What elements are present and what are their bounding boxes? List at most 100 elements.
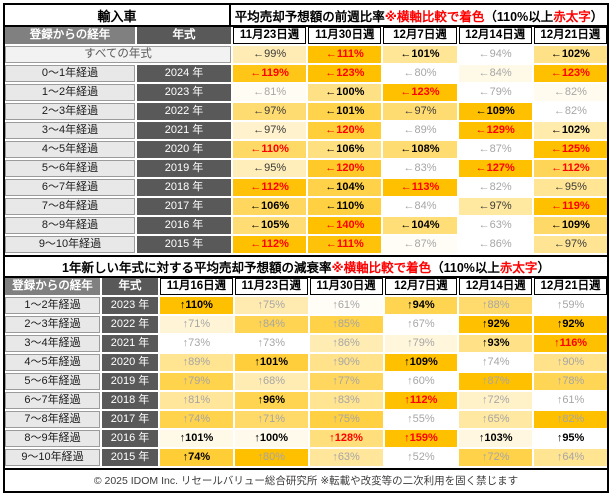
- value-cell: ←82%: [533, 103, 607, 120]
- value-cell: ←125%: [533, 141, 607, 158]
- row-year: 2020 年: [102, 354, 158, 371]
- row-label: 1〜2年経過: [5, 297, 100, 314]
- value-cell: ←81%: [233, 84, 307, 101]
- value-cell: ←83%: [383, 160, 457, 177]
- value-cell: ←97%: [233, 122, 307, 139]
- row-year: 2022 年: [102, 316, 158, 333]
- row-year: 2023 年: [137, 84, 231, 101]
- row-label: 6〜7年経過: [5, 179, 135, 196]
- col-header-age: 登録からの経年: [5, 278, 100, 295]
- col-header-week: 11月16日週: [160, 278, 233, 295]
- value-cell: ↑86%: [309, 335, 383, 352]
- value-cell: ↑61%: [309, 297, 383, 314]
- value-cell: ←119%: [233, 65, 307, 82]
- value-cell: ↑71%: [234, 411, 308, 428]
- row-year: 2020 年: [137, 141, 231, 158]
- value-cell: ↑52%: [384, 449, 458, 466]
- value-cell: ↑55%: [384, 411, 458, 428]
- value-cell: ←111%: [308, 46, 382, 63]
- value-cell: ↑78%: [534, 373, 607, 390]
- row-year: 2018 年: [137, 179, 231, 196]
- row-label: 6〜7年経過: [5, 392, 100, 409]
- col-header-age: 登録からの経年: [5, 27, 135, 44]
- value-cell: ←113%: [383, 179, 457, 196]
- value-cell: ←101%: [308, 103, 382, 120]
- value-cell: ↑100%: [234, 430, 308, 447]
- value-cell: ←109%: [458, 103, 532, 120]
- value-cell: ↑67%: [384, 316, 458, 333]
- value-cell: ←82%: [458, 179, 532, 196]
- col-header-year: 年式: [137, 27, 231, 44]
- value-cell: ←123%: [383, 84, 457, 101]
- value-cell: ↑159%: [384, 430, 458, 447]
- value-cell: ↑112%: [384, 392, 458, 409]
- row-year: 2015 年: [102, 449, 158, 466]
- row-label: 2〜3年経過: [5, 103, 135, 120]
- value-cell: ←87%: [383, 236, 457, 253]
- value-cell: ←111%: [308, 236, 382, 253]
- row-year: 2017 年: [102, 411, 158, 428]
- value-cell: ←140%: [308, 217, 382, 234]
- row-year: 2021 年: [102, 335, 158, 352]
- value-cell: ←99%: [233, 46, 307, 63]
- value-cell: ←63%: [458, 217, 532, 234]
- col-header-week: 12月14日週: [459, 278, 533, 295]
- value-cell: ↑128%: [309, 430, 383, 447]
- value-cell: ↑73%: [160, 335, 233, 352]
- value-cell: ←109%: [533, 217, 607, 234]
- col-header-week: 12月14日週: [458, 27, 532, 44]
- row-label: 1〜2年経過: [5, 84, 135, 101]
- value-cell: ←127%: [458, 160, 532, 177]
- table1-title-row: 輸入車 平均売却予想額の前週比率 ※横軸比較で着色 （110%以上 赤太字）: [5, 5, 607, 27]
- value-cell: ←101%: [383, 46, 457, 63]
- value-cell: ↑110%: [160, 297, 233, 314]
- col-header-week: 11月23日週: [233, 27, 307, 44]
- value-cell: ↑77%: [309, 373, 383, 390]
- value-cell: ↑85%: [309, 316, 383, 333]
- value-cell: ↑74%: [160, 411, 233, 428]
- value-cell: ↑68%: [234, 373, 308, 390]
- row-year: 2021 年: [137, 122, 231, 139]
- value-cell: ↑65%: [459, 411, 533, 428]
- row-label: 5〜6年経過: [5, 373, 100, 390]
- row-year: 2023 年: [102, 297, 158, 314]
- value-cell: ←120%: [308, 122, 382, 139]
- value-cell: ←102%: [533, 46, 607, 63]
- value-cell: ↑80%: [234, 449, 308, 466]
- row-label: 9〜10年経過: [5, 236, 135, 253]
- row-label: 2〜3年経過: [5, 316, 100, 333]
- value-cell: ↑88%: [459, 297, 533, 314]
- value-cell: ↑92%: [534, 316, 607, 333]
- value-cell: ↑63%: [309, 449, 383, 466]
- value-cell: ↑59%: [534, 297, 607, 314]
- col-header-week: 11月23日週: [234, 278, 308, 295]
- row-year: 2019 年: [102, 373, 158, 390]
- value-cell: ←105%: [233, 217, 307, 234]
- title-red-segment: ※横軸比較で着色: [331, 261, 432, 275]
- row-year: 2015 年: [137, 236, 231, 253]
- table1-title: 平均売却予想額の前週比率 ※横軸比較で着色 （110%以上 赤太字）: [231, 5, 607, 25]
- title-red-segment: ※横軸比較で着色: [384, 9, 485, 24]
- title-segment: ）: [537, 261, 550, 275]
- value-cell: ←84%: [458, 65, 532, 82]
- footer-copyright: © 2025 IDOM Inc. リセールバリュー総合研究所 ※転載や改変等の二…: [5, 468, 607, 491]
- value-cell: ←112%: [233, 236, 307, 253]
- table2-heatmap-grid: 登録からの経年 年式 11月16日週 11月23日週 11月30日週 12月7日週 12月1…: [5, 278, 607, 468]
- value-cell: ↑95%: [534, 430, 607, 447]
- value-cell: ←104%: [308, 179, 382, 196]
- value-cell: ←82%: [533, 84, 607, 101]
- value-cell: ←86%: [458, 236, 532, 253]
- col-header-week: 12月21日週: [533, 27, 607, 44]
- value-cell: ←123%: [308, 65, 382, 82]
- report-frame: 輸入車 平均売却予想額の前週比率 ※横軸比較で着色 （110%以上 赤太字） 登録…: [3, 3, 609, 493]
- value-cell: ↑74%: [459, 354, 533, 371]
- value-cell: ↑84%: [234, 316, 308, 333]
- value-cell: ←120%: [308, 160, 382, 177]
- value-cell: ←89%: [383, 122, 457, 139]
- value-cell: ↑89%: [160, 354, 233, 371]
- value-cell: ←119%: [533, 198, 607, 215]
- row-year: 2019 年: [137, 160, 231, 177]
- value-cell: ↑94%: [384, 297, 458, 314]
- value-cell: ↑81%: [160, 392, 233, 409]
- value-cell: ↑116%: [534, 335, 607, 352]
